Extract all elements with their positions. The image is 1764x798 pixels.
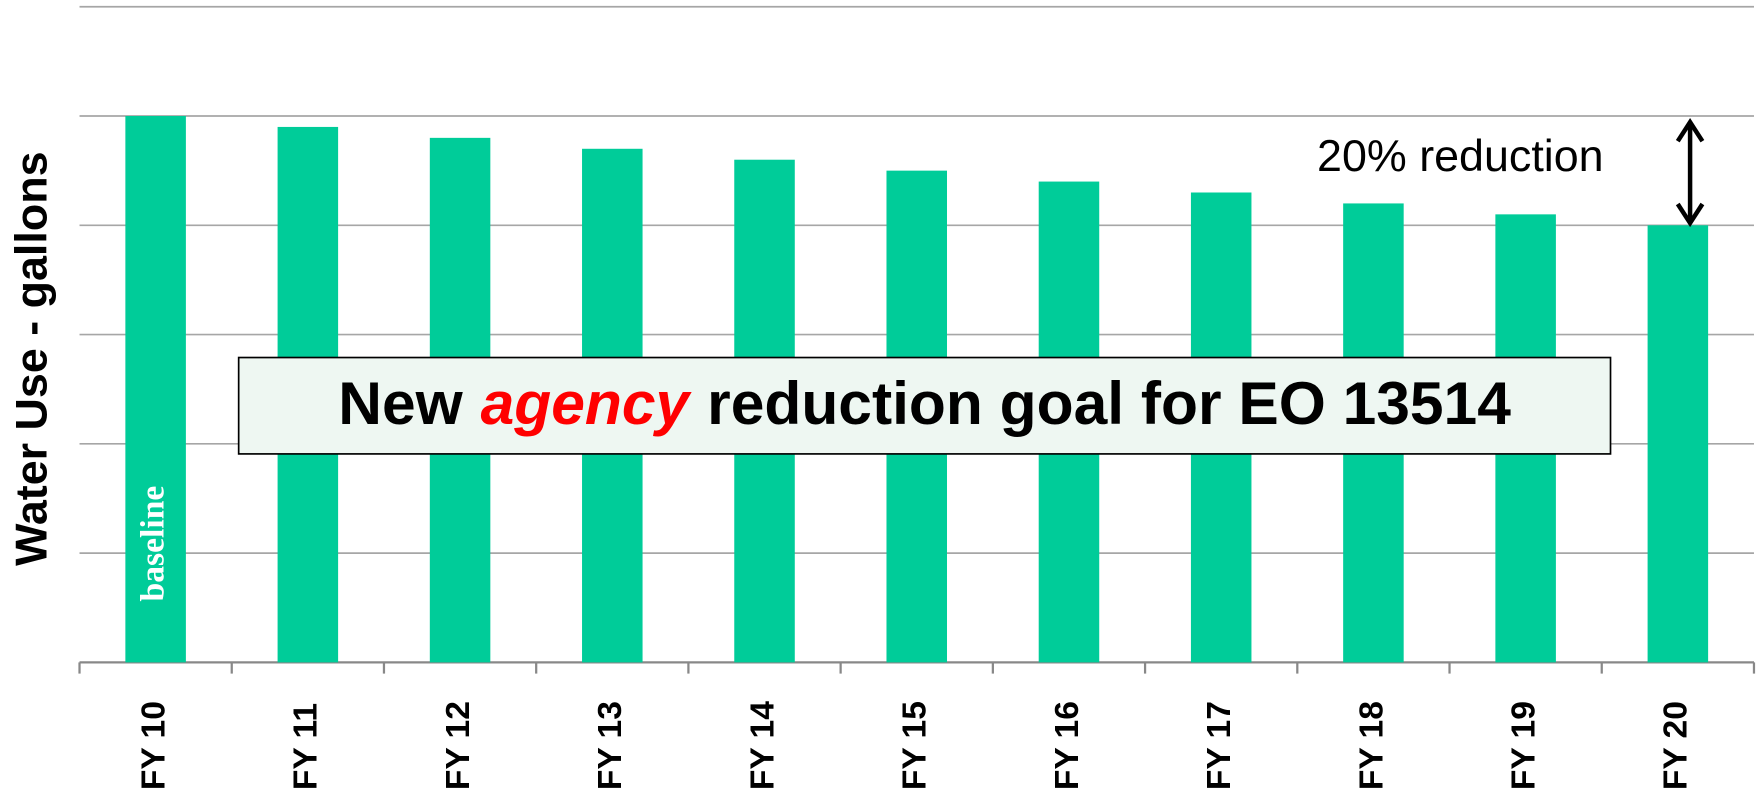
- x-tick-label: FY 15: [897, 701, 934, 790]
- y-axis-label: Water Use - gallons: [6, 151, 57, 565]
- x-tick-label: FY 10: [136, 701, 173, 790]
- baseline-label: baseline: [134, 486, 171, 602]
- x-tick-label: FY 11: [288, 703, 325, 790]
- x-tick-label: FY 13: [592, 701, 629, 790]
- goal-part: New: [338, 369, 463, 437]
- reduction-annotation: 20% reduction: [1317, 130, 1604, 181]
- goal-text: New agency reduction goal for EO 13514: [338, 369, 1511, 437]
- x-tick-label: FY 14: [744, 701, 781, 790]
- x-tick-label: FY 12: [440, 701, 477, 790]
- reduction-arrow: [1675, 118, 1705, 228]
- bar: [1647, 225, 1709, 663]
- bar: [125, 116, 186, 663]
- goal-part: reduction goal for EO 13514: [707, 369, 1511, 437]
- x-tick-label: FY 16: [1049, 701, 1086, 790]
- goal-box: [237, 356, 1612, 455]
- goal-emphasis: agency: [481, 369, 693, 437]
- x-tick-label: FY 18: [1353, 701, 1390, 790]
- x-tick-label: FY 19: [1506, 701, 1543, 790]
- x-tick-label: FY 20: [1658, 701, 1695, 790]
- x-tick-label: FY 17: [1201, 701, 1238, 790]
